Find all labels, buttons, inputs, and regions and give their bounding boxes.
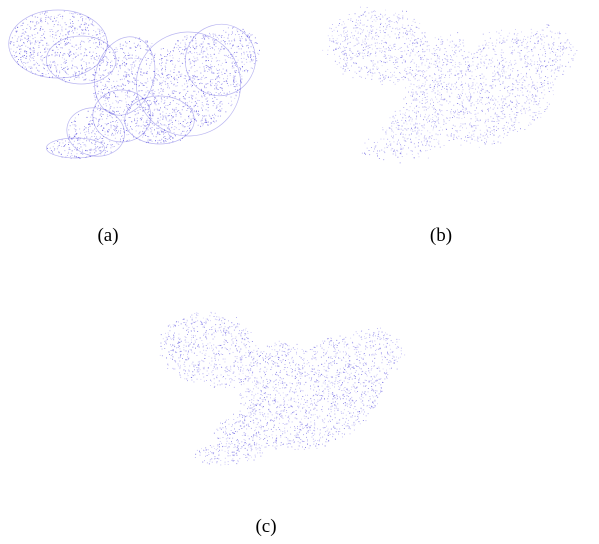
point-cloud-panel-a — [0, 0, 290, 200]
point-cloud-a — [8, 9, 260, 159]
point-cloud-points — [159, 311, 406, 466]
point-cloud-b — [322, 6, 578, 164]
point-cloud-contours — [8, 9, 256, 159]
point-cloud-c — [159, 311, 406, 466]
point-cloud-points — [322, 6, 578, 164]
caption-a: (a) — [97, 225, 119, 246]
point-cloud-panel-b — [320, 0, 599, 200]
caption-c: (c) — [255, 516, 277, 537]
caption-b: (b) — [429, 225, 453, 246]
point-cloud-panel-c — [150, 302, 430, 507]
point-cloud-points — [9, 10, 260, 159]
